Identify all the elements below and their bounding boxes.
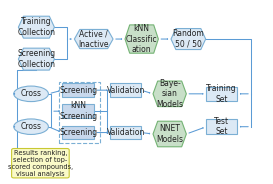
Text: Screening
Collection: Screening Collection [17,49,55,69]
Text: NNET
Models: NNET Models [156,124,183,144]
Text: Screening: Screening [59,86,97,95]
FancyBboxPatch shape [206,86,237,101]
Polygon shape [18,16,54,38]
FancyBboxPatch shape [62,104,94,118]
Text: Results ranking,
selection of top-
scored compounds,
visual analysis: Results ranking, selection of top- score… [8,150,73,177]
Ellipse shape [14,119,48,135]
Text: Training
Set: Training Set [206,84,237,104]
FancyBboxPatch shape [12,148,69,178]
Text: Cross: Cross [20,89,41,98]
Polygon shape [171,29,206,49]
Polygon shape [153,81,186,107]
Text: kNN
Screening: kNN Screening [59,101,97,121]
FancyBboxPatch shape [62,83,94,97]
FancyBboxPatch shape [206,119,237,134]
Text: Baye-
sian
Models: Baye- sian Models [156,79,183,109]
Text: Cross: Cross [20,122,41,131]
Polygon shape [153,121,186,147]
Text: Screening: Screening [59,128,97,137]
Polygon shape [125,25,158,53]
Text: Training
Collection: Training Collection [17,17,55,37]
Polygon shape [74,29,113,49]
Text: Test
Set: Test Set [214,117,229,136]
Text: Validation: Validation [106,128,145,137]
Text: Validation: Validation [106,86,145,95]
FancyBboxPatch shape [110,83,141,97]
Text: Random
50 / 50: Random 50 / 50 [173,29,204,49]
Text: kNN
Classific
ation: kNN Classific ation [126,24,158,54]
Ellipse shape [14,86,48,102]
FancyBboxPatch shape [110,126,141,139]
FancyBboxPatch shape [62,126,94,139]
Text: Active /
Inactive: Active / Inactive [78,29,109,49]
Polygon shape [18,48,54,70]
